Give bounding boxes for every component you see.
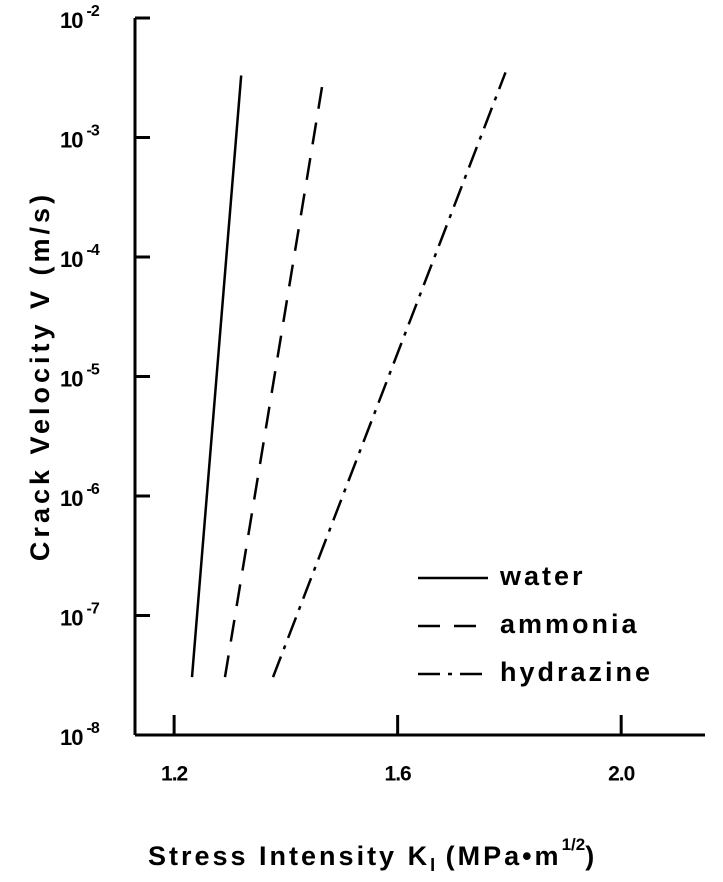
y-tick-label: 10 -5	[60, 362, 100, 392]
y-tick-base: 10	[60, 366, 83, 391]
y-tick-label: 10 -2	[60, 3, 100, 33]
x-tick-label: 1.6	[385, 763, 412, 786]
x-tick-label: 1.2	[161, 763, 188, 786]
series-line	[223, 75, 326, 678]
x-axis-label-part: 1/2	[562, 835, 586, 854]
y-tick-base: 10	[60, 8, 83, 33]
y-tick-label: 10 -8	[60, 720, 100, 750]
y-tick-exponent: -7	[86, 601, 99, 618]
series-line	[190, 75, 243, 678]
y-tick-label: 10 -4	[60, 242, 100, 272]
y-tick-exponent: -5	[86, 362, 99, 379]
y-tick-label: 10 -6	[60, 481, 100, 511]
y-tick-exponent: -3	[86, 123, 99, 140]
y-tick-label: 10 -3	[60, 123, 100, 153]
y-tick-base: 10	[60, 725, 83, 750]
legend-label: hydrazine	[500, 657, 653, 687]
y-tick-base: 10	[60, 486, 83, 511]
x-axis-label-part: Stress Intensity K	[148, 841, 430, 871]
x-tick-label: 2.0	[608, 763, 635, 786]
y-tick-base: 10	[60, 127, 83, 152]
x-axis-label-part: I	[430, 855, 435, 875]
y-axis-label: Crack Velocity V (m/s)	[25, 191, 55, 561]
y-tick-exponent: -8	[86, 720, 99, 737]
x-axis-label-part: (MPa•m	[435, 841, 561, 871]
y-tick-label: 10 -7	[60, 601, 100, 631]
legend-label: water	[499, 561, 586, 591]
series-line	[271, 72, 507, 678]
legend-label: ammonia	[500, 609, 640, 639]
x-axis-label: Stress Intensity KI (MPa•m1/2)	[148, 835, 597, 874]
x-axis-label-part: )	[585, 841, 597, 871]
y-tick-exponent: -2	[86, 3, 99, 20]
y-tick-exponent: -4	[86, 242, 99, 259]
y-tick-base: 10	[60, 605, 83, 630]
y-tick-base: 10	[60, 247, 83, 272]
y-tick-exponent: -6	[86, 481, 99, 498]
